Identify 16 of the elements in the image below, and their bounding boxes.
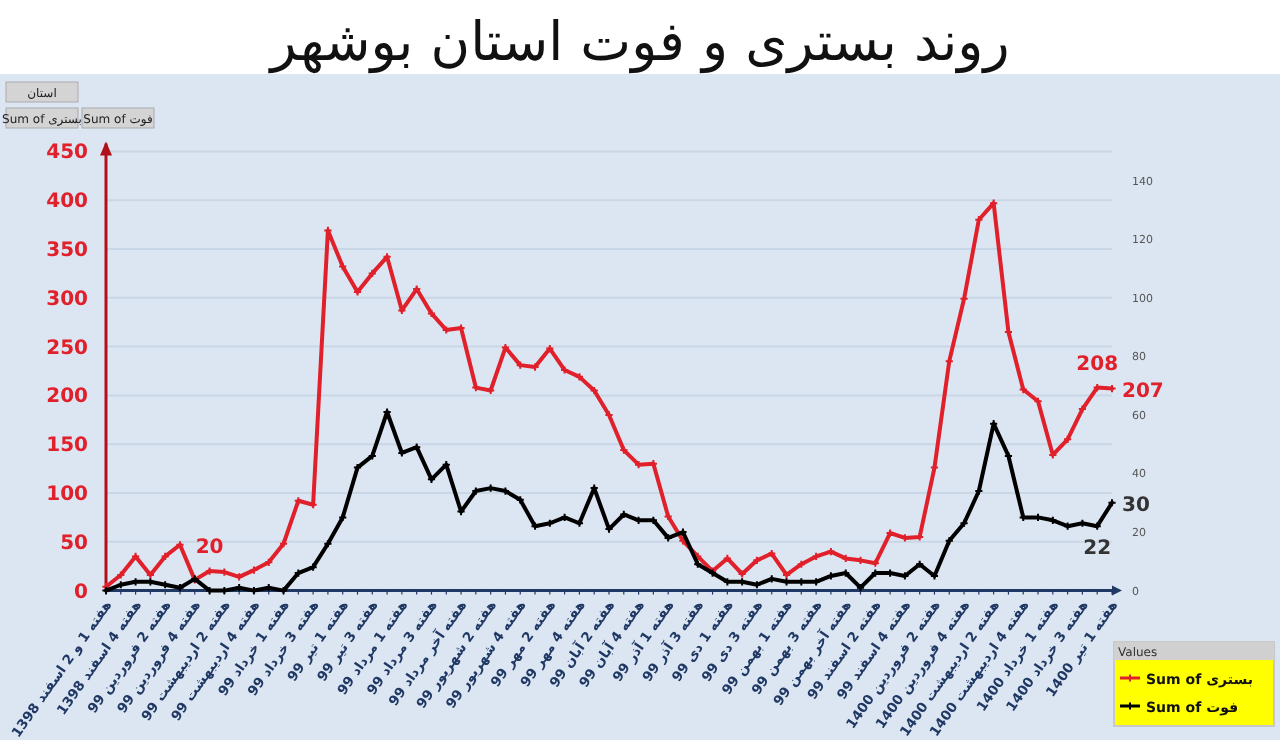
y-tick-label: 50: [60, 532, 89, 555]
y-tick-label: 400: [46, 191, 89, 214]
y-tick-label: 300: [46, 288, 89, 311]
data-label: 20: [195, 537, 224, 560]
y-tick-label: 100: [46, 484, 89, 506]
chart-title: روند بستری و فوت استان بوشهر: [266, 12, 1010, 74]
y-tick-label: 250: [46, 337, 89, 360]
data-label: 30: [1122, 494, 1150, 517]
y-tick-label: 200: [46, 386, 89, 409]
data-label: 207: [1122, 380, 1164, 403]
y-tick-label: 450: [46, 142, 89, 165]
y-tick-label: 0: [74, 581, 89, 604]
y-tick-label: 350: [46, 240, 89, 262]
y-tick-label: 150: [46, 435, 89, 458]
data-label: 208: [1076, 353, 1119, 376]
data-label: 22: [1083, 538, 1112, 561]
